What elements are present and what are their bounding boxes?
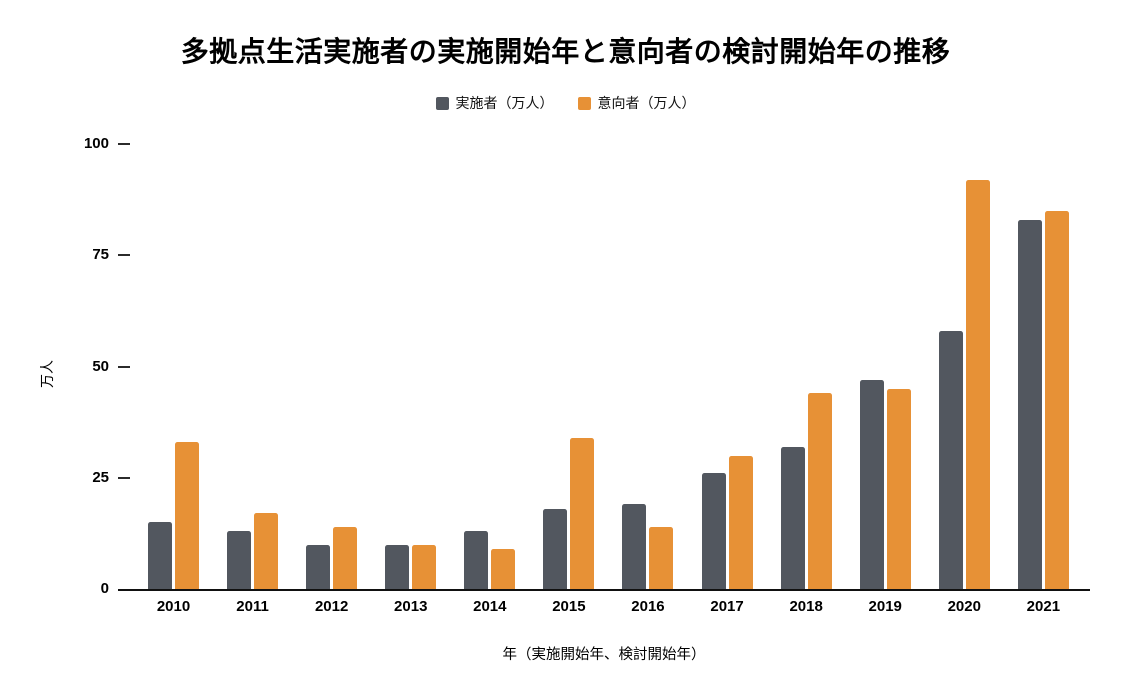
bar-2021-ikousha [1044,210,1069,589]
bar-2015-ikousha [570,437,595,589]
bar-group-2018: 2018 [780,393,832,615]
x-tick-label-2013: 2013 [394,598,428,615]
bar-2019-jissha [859,379,884,589]
x-tick-label-2021: 2021 [1026,598,1061,615]
x-tick-label-2018: 2018 [789,598,823,615]
legend-item-ikousha: 意向者（万人） [577,93,696,113]
bar-group-2012: 2012 [306,526,358,615]
y-tick-label-50: 50 [92,357,109,375]
y-tick-dash-25 [118,476,130,479]
bar-2017-jissha [701,473,726,589]
bar-2013-ikousha [412,544,437,589]
bar-group-2020: 2020 [938,179,990,615]
bar-2014-jissha [464,531,489,589]
x-tick-label-2014: 2014 [473,598,507,615]
x-axis-title: 年（実施開始年、検討開始年） [502,647,706,663]
bar-group-2016: 2016 [622,504,674,615]
bar-2021-jissha [1017,219,1042,589]
bar-2012-jissha [306,544,331,589]
y-tick-dash-100 [118,143,130,145]
bar-group-2014: 2014 [464,531,516,615]
bar-2018-ikousha [807,393,832,589]
bar-2014-ikousha [491,548,516,589]
bar-2017-ikousha [728,455,753,589]
bar-2016-jissha [622,504,647,589]
bar-2015-jissha [543,508,568,589]
bar-group-2013: 2013 [385,544,437,615]
legend-item-jissha: 実施者（万人） [435,93,554,113]
bar-2020-jissha [938,330,963,589]
legend: 実施者（万人） 意向者（万人） [0,93,1131,113]
y-tick-label-0: 0 [100,580,109,597]
bar-2019-ikousha [886,388,911,589]
bar-2010-jissha [148,522,172,589]
x-tick-label-2011: 2011 [236,598,269,615]
x-tick-label-2017: 2017 [710,598,744,615]
legend-swatch-ikousha-icon [577,96,591,110]
x-tick-label-2020: 2020 [947,598,981,615]
x-tick-label-2015: 2015 [552,598,586,615]
y-tick-label-25: 25 [92,468,109,486]
bar-group-2017: 2017 [701,455,753,615]
bar-2011-ikousha [254,513,279,589]
bar-2020-ikousha [965,179,990,589]
bar-group-2015: 2015 [543,437,595,615]
x-tick-label-2019: 2019 [868,598,902,615]
y-tick-dash-75 [118,254,130,257]
y-tick-dash-50 [118,365,130,368]
x-tick-label-2010: 2010 [156,598,191,615]
bar-2010-ikousha [175,442,199,589]
x-tick-label-2016: 2016 [631,598,665,615]
y-tick-label-75: 75 [92,246,109,264]
bar-group-2021: 2021 [1017,210,1069,615]
bar-group-2010: 2010 [148,442,199,615]
bar-groups: 2010 2011 2012 2013 2014 2015 2016 2017 2018 2019… [118,144,1090,615]
chart-title: 多拠点生活実施者の実施開始年と意向者の検討開始年の推移 [180,37,951,68]
x-tick-label-2012: 2012 [314,598,349,615]
bar-2012-ikousha [333,526,358,589]
bar-2016-ikousha [649,526,674,589]
legend-label-jissha: 実施者（万人） [455,95,554,111]
y-tick-label-100: 100 [83,135,109,152]
legend-swatch-jissha-icon [435,96,449,110]
y-axis-title: 万人 [39,360,55,388]
plot-area: 0 25 50 75 100 2010 2011 2012 2013 2014 2015 2016 2… [84,135,1090,615]
bar-group-2019: 2019 [859,379,911,615]
bar-2013-jissha [385,544,410,589]
bar-group-2011: 2011 [227,513,279,615]
bar-2018-jissha [780,446,805,589]
legend-label-ikousha: 意向者（万人） [597,95,696,111]
bar-2011-jissha [227,531,252,589]
